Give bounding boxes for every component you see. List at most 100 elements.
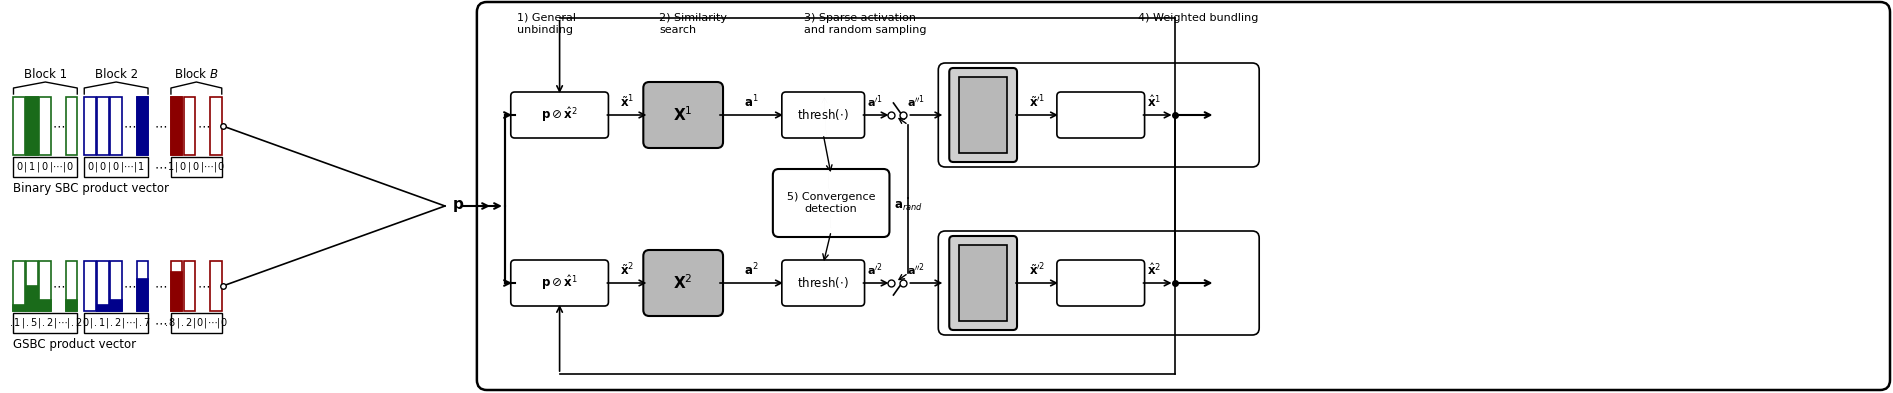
Text: 3) Sparse activation
and random sampling: 3) Sparse activation and random sampling [805,13,926,35]
Text: $\mathbf{a}^1$: $\mathbf{a}^1$ [744,94,759,110]
Bar [170,157,221,177]
FancyBboxPatch shape [782,92,865,138]
FancyBboxPatch shape [644,250,723,316]
Text: $\mathbf{p}$: $\mathbf{p}$ [452,198,464,214]
Text: $.1\,|.5\,|.2\,|\cdots|.2$: $.1\,|.5\,|.2\,|\cdots|.2$ [9,316,81,330]
FancyBboxPatch shape [511,260,608,306]
Text: thresh($\cdot$): thresh($\cdot$) [797,108,848,123]
Text: Block 1: Block 1 [25,68,66,81]
Bar [83,97,97,155]
Text: $\mathbf{p} \oslash \hat{\mathbf{x}}^2$: $\mathbf{p} \oslash \hat{\mathbf{x}}^2$ [541,105,577,125]
Text: norm($\cdot$): norm($\cdot$) [1079,275,1123,290]
Text: $\mathbf{a}^{\prime 1}$: $\mathbf{a}^{\prime 1}$ [867,94,882,110]
Bar [66,300,78,311]
FancyBboxPatch shape [948,236,1017,330]
Bar [170,97,182,155]
Bar [13,97,25,155]
Text: $\cdots$: $\cdots$ [197,119,210,132]
Bar [136,261,148,311]
Bar [170,261,182,311]
Text: $\mathbf{a}^{\prime 2}$: $\mathbf{a}^{\prime 2}$ [867,261,882,278]
Bar [66,261,78,311]
Bar [13,157,78,177]
Bar [13,313,78,333]
Bar [66,97,78,155]
Text: $\cdots$: $\cdots$ [53,119,66,132]
FancyBboxPatch shape [1056,92,1145,138]
FancyBboxPatch shape [511,92,608,138]
FancyBboxPatch shape [782,260,865,306]
FancyBboxPatch shape [948,68,1017,162]
Text: $0\,|\,1\,|\,0\,|\cdots|\,0$: $0\,|\,1\,|\,0\,|\cdots|\,0$ [17,160,74,174]
Text: $.8\,|.2\,|0\,|\cdots|0$: $.8\,|.2\,|0\,|\cdots|0$ [165,316,229,330]
FancyBboxPatch shape [644,82,723,148]
Text: thresh($\cdot$): thresh($\cdot$) [797,275,848,290]
Bar [170,313,221,333]
Bar [13,305,25,311]
Bar [27,286,38,311]
Text: $\tilde{\mathbf{x}}^1$: $\tilde{\mathbf{x}}^1$ [619,94,634,110]
FancyBboxPatch shape [939,231,1259,335]
Text: Block $B$: Block $B$ [174,67,220,81]
Bar [110,97,121,155]
Text: 4) Weighted bundling: 4) Weighted bundling [1138,13,1259,23]
Text: $\cdots$: $\cdots$ [155,316,167,329]
Bar [40,261,51,311]
FancyBboxPatch shape [477,2,1889,390]
Text: $\hat{\mathbf{x}}^2$: $\hat{\mathbf{x}}^2$ [1147,262,1160,278]
Bar [13,261,25,311]
Text: $\mathbf{p} \oslash \hat{\mathbf{x}}^1$: $\mathbf{p} \oslash \hat{\mathbf{x}}^1$ [541,274,577,292]
Bar [83,261,97,311]
Text: $\mathbf{X}^{2T}$: $\mathbf{X}^{2T}$ [971,275,996,291]
Bar [170,97,182,155]
Text: 1) General
unbinding: 1) General unbinding [517,13,575,35]
Text: $\cdots$: $\cdots$ [123,279,136,292]
Bar [136,279,148,311]
Bar [97,97,108,155]
Bar [97,261,108,311]
Bar [110,261,121,311]
Bar [27,261,38,311]
Bar [83,313,148,333]
Bar [136,97,148,155]
Text: $\tilde{\mathbf{x}}^{\prime 1}$: $\tilde{\mathbf{x}}^{\prime 1}$ [1028,94,1045,110]
Text: $\mathbf{a}^2$: $\mathbf{a}^2$ [744,261,759,278]
Bar [184,261,195,311]
Text: $\mathbf{X}^1$: $\mathbf{X}^1$ [674,106,693,124]
Bar [40,97,51,155]
Bar [40,300,51,311]
Text: $\cdots$: $\cdots$ [155,119,167,132]
Text: 2) Similarity
search: 2) Similarity search [659,13,727,35]
Bar [210,97,221,155]
FancyBboxPatch shape [772,169,890,237]
Text: $\cdots$: $\cdots$ [123,119,136,132]
Text: 5) Convergence
detection: 5) Convergence detection [787,192,875,214]
Bar [97,305,108,311]
Bar [83,157,148,177]
Bar [27,97,38,155]
Bar [184,97,195,155]
Text: $\cdots$: $\cdots$ [53,279,66,292]
Text: $\mathbf{a}_{rand}$: $\mathbf{a}_{rand}$ [893,200,924,213]
Text: $\tilde{\mathbf{x}}^{\prime 2}$: $\tilde{\mathbf{x}}^{\prime 2}$ [1028,261,1045,278]
Text: GSBC product vector: GSBC product vector [13,338,136,351]
Text: norm($\cdot$): norm($\cdot$) [1079,108,1123,123]
Text: $\mathbf{a}^{\prime\prime 1}$: $\mathbf{a}^{\prime\prime 1}$ [907,94,926,110]
Bar [960,245,1007,321]
Bar [110,300,121,311]
Text: $\cdots$: $\cdots$ [197,279,210,292]
Text: $1\,|\,0\,|\,0\,|\cdots|\,0$: $1\,|\,0\,|\,0\,|\cdots|\,0$ [167,160,225,174]
Bar [170,272,182,311]
Text: $\cdots$: $\cdots$ [155,279,167,292]
Text: Binary SBC product vector: Binary SBC product vector [13,182,170,195]
Text: $\cdots$: $\cdots$ [155,160,167,173]
Text: $\mathbf{X}^2$: $\mathbf{X}^2$ [674,274,693,292]
Text: $0\,|\,0\,|\,0\,|\cdots|\,1$: $0\,|\,0\,|\,0\,|\cdots|\,1$ [87,160,146,174]
Bar [27,97,38,155]
Text: $\tilde{\mathbf{x}}^2$: $\tilde{\mathbf{x}}^2$ [619,261,634,278]
FancyBboxPatch shape [1056,260,1145,306]
Bar [960,77,1007,153]
Text: $\hat{\mathbf{x}}^1$: $\hat{\mathbf{x}}^1$ [1147,94,1160,110]
Text: $0\,|.1\,|.2\,|\cdots|.7$: $0\,|.1\,|.2\,|\cdots|.7$ [81,316,150,330]
FancyBboxPatch shape [939,63,1259,167]
